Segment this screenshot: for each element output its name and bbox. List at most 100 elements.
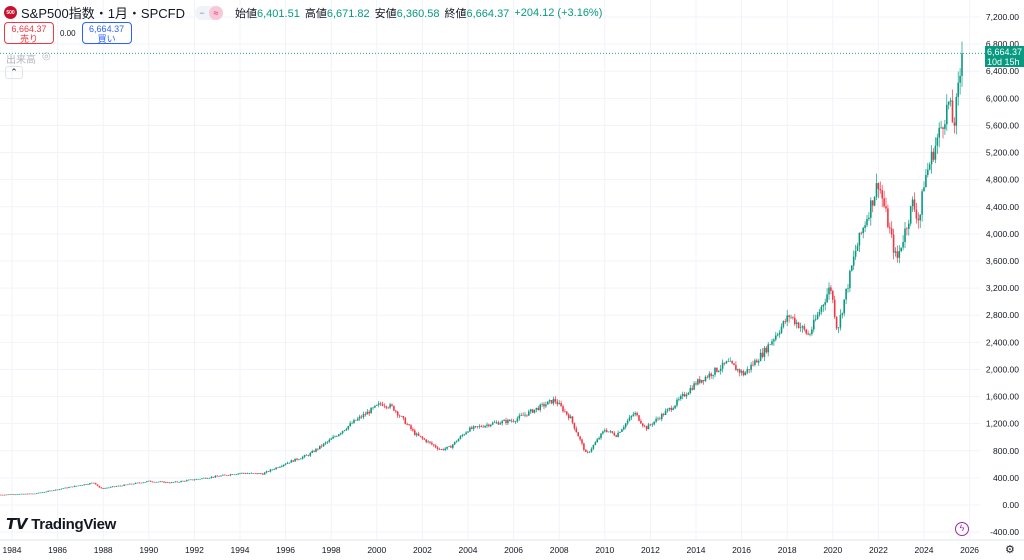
candle bbox=[311, 451, 313, 453]
candle bbox=[955, 96, 958, 126]
candle bbox=[241, 472, 243, 474]
candle bbox=[214, 475, 217, 478]
candle bbox=[224, 474, 226, 476]
candle bbox=[767, 344, 769, 353]
candle bbox=[20, 493, 23, 495]
candle bbox=[944, 124, 946, 129]
chart-mode-toggle[interactable]: − ≈ bbox=[195, 5, 223, 20]
candle bbox=[402, 416, 405, 419]
candle bbox=[906, 228, 908, 230]
candle bbox=[199, 478, 201, 480]
candle bbox=[34, 493, 36, 495]
candle bbox=[290, 460, 293, 463]
y-tick-label: 6,400.00 bbox=[986, 66, 1019, 76]
candle bbox=[168, 482, 171, 484]
candle bbox=[524, 414, 526, 416]
candle bbox=[176, 481, 179, 483]
high-value: 高値6,671.82 bbox=[304, 7, 370, 20]
candle bbox=[528, 411, 530, 416]
candle bbox=[763, 347, 766, 357]
chevron-up-icon[interactable]: ⌃ bbox=[5, 66, 23, 79]
candle bbox=[431, 442, 433, 445]
candle bbox=[446, 446, 448, 449]
sell-button[interactable]: 6,664.37 売り bbox=[4, 22, 54, 44]
candle bbox=[833, 299, 836, 317]
candle bbox=[752, 364, 754, 366]
tradingview-logo[interactable]: 𝙏𝙑 TradingView bbox=[6, 515, 116, 534]
candle bbox=[807, 333, 809, 335]
candle bbox=[953, 122, 956, 126]
candle bbox=[353, 419, 355, 424]
candle bbox=[463, 434, 465, 436]
candle bbox=[919, 214, 921, 221]
settings-icon[interactable]: ⚙ bbox=[1005, 544, 1015, 556]
candle bbox=[567, 414, 570, 419]
candle bbox=[936, 137, 939, 146]
candle bbox=[5, 494, 8, 496]
y-tick-label: 400.00 bbox=[993, 473, 1019, 483]
candle bbox=[731, 361, 733, 364]
candle bbox=[716, 367, 718, 372]
candle bbox=[471, 427, 473, 429]
approx-icon[interactable]: ≈ bbox=[209, 5, 223, 20]
candle bbox=[556, 401, 559, 405]
y-tick-label: -400.00 bbox=[990, 527, 1019, 537]
eye-hidden-icon[interactable]: ◎ bbox=[42, 51, 51, 62]
minus-icon[interactable]: − bbox=[199, 7, 205, 18]
candle bbox=[218, 476, 220, 477]
candle bbox=[324, 442, 327, 444]
x-tick-label: 1992 bbox=[185, 545, 204, 555]
candle bbox=[520, 415, 522, 416]
candle bbox=[657, 418, 659, 420]
candle bbox=[54, 489, 57, 491]
candle bbox=[495, 422, 498, 423]
candle bbox=[866, 219, 868, 226]
candle bbox=[704, 376, 707, 382]
candle bbox=[144, 482, 146, 483]
candle bbox=[826, 294, 828, 303]
candle bbox=[742, 371, 745, 376]
candle bbox=[529, 409, 532, 412]
candle bbox=[822, 304, 825, 307]
candle bbox=[26, 493, 28, 495]
candle bbox=[757, 361, 760, 363]
candle bbox=[197, 478, 199, 480]
candle bbox=[917, 218, 920, 221]
candle bbox=[845, 288, 847, 300]
candle bbox=[43, 492, 46, 493]
buy-button[interactable]: 6,664.37 買い bbox=[81, 22, 132, 44]
candle bbox=[491, 422, 494, 425]
candle bbox=[372, 407, 374, 409]
candle bbox=[282, 464, 285, 467]
candle bbox=[35, 493, 38, 494]
candle bbox=[689, 388, 692, 393]
candle bbox=[39, 492, 42, 494]
candle bbox=[693, 383, 695, 390]
candle bbox=[695, 383, 697, 385]
candle bbox=[73, 485, 76, 487]
candle bbox=[816, 314, 819, 320]
candle bbox=[740, 371, 743, 373]
candle bbox=[649, 424, 652, 426]
lightning-icon[interactable]: ϟ bbox=[955, 522, 969, 536]
candle bbox=[182, 480, 184, 482]
candle bbox=[286, 462, 289, 464]
volume-indicator[interactable]: 出来高 ◎ bbox=[6, 51, 51, 66]
candle bbox=[617, 432, 619, 437]
candle bbox=[868, 217, 870, 220]
candle bbox=[702, 380, 705, 382]
candle bbox=[535, 407, 538, 410]
candle bbox=[892, 234, 895, 253]
candle bbox=[123, 484, 125, 486]
candle bbox=[581, 439, 583, 444]
candle bbox=[56, 489, 59, 491]
candle bbox=[510, 420, 513, 422]
symbol-title[interactable]: S&P500指数・1月・SPCFD bbox=[21, 6, 185, 21]
candle bbox=[349, 423, 351, 426]
candle bbox=[269, 469, 272, 472]
low-value: 安値6,360.58 bbox=[374, 7, 440, 20]
candle bbox=[98, 485, 101, 488]
candle bbox=[585, 449, 587, 452]
candle bbox=[336, 436, 338, 437]
